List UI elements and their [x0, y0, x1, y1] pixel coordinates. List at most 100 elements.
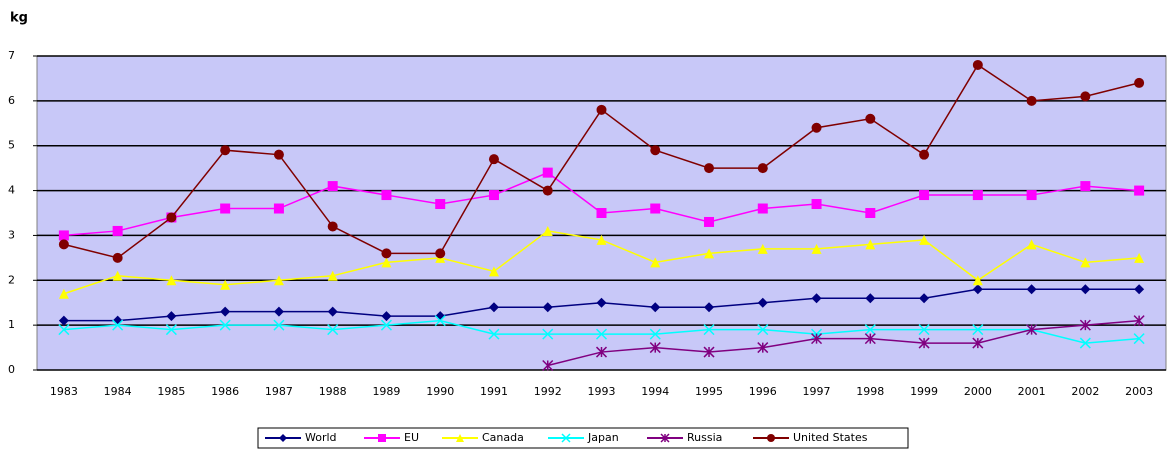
marker [166, 311, 177, 322]
x-tick-label: 2003 [1125, 385, 1153, 398]
x-tick-label: 1985 [157, 385, 185, 398]
marker [704, 216, 715, 227]
marker [58, 324, 70, 336]
marker [811, 333, 823, 345]
marker [596, 297, 607, 308]
marker [488, 190, 499, 201]
x-tick-label: 1992 [534, 385, 562, 398]
x-tick-label: 1994 [641, 385, 669, 398]
marker [273, 149, 284, 160]
x-tick-label: 1988 [319, 385, 347, 398]
legend-label: United States [793, 431, 868, 444]
y-tick-label: 0 [8, 363, 15, 376]
marker [811, 122, 822, 133]
marker [757, 243, 768, 254]
marker [596, 104, 607, 115]
marker [542, 185, 553, 196]
marker [1026, 95, 1037, 106]
y-tick-label: 4 [8, 184, 15, 197]
marker [112, 319, 124, 331]
marker [542, 225, 553, 236]
marker [650, 257, 661, 268]
marker [165, 324, 177, 336]
marker [327, 270, 338, 281]
marker [220, 306, 231, 317]
marker [435, 248, 446, 259]
marker [596, 208, 607, 218]
marker [767, 434, 775, 442]
marker [1080, 284, 1091, 295]
marker [58, 288, 69, 299]
marker [542, 328, 554, 340]
marker [660, 433, 670, 443]
marker [219, 319, 231, 331]
marker [381, 257, 392, 268]
x-tick-label: 1997 [803, 385, 831, 398]
marker [166, 212, 177, 223]
marker [919, 149, 930, 160]
marker [112, 252, 123, 263]
marker [327, 181, 338, 192]
marker [865, 208, 876, 218]
marker [166, 275, 177, 286]
marker [1079, 319, 1091, 331]
marker [1080, 91, 1091, 102]
marker [650, 203, 661, 214]
marker [703, 324, 715, 336]
marker [220, 203, 231, 214]
marker [1026, 190, 1037, 201]
marker [381, 311, 392, 322]
marker [58, 230, 69, 241]
marker [327, 306, 338, 317]
marker [704, 248, 715, 259]
marker [596, 234, 607, 245]
y-tick-label: 7 [8, 49, 15, 62]
marker [1134, 185, 1145, 196]
legend-label: Russia [687, 431, 722, 444]
marker [435, 199, 446, 210]
marker [327, 221, 338, 232]
marker [542, 302, 553, 313]
series-line [547, 319, 1140, 367]
marker [327, 324, 339, 336]
x-tick-label: 1995 [695, 385, 723, 398]
x-tick-label: 1996 [749, 385, 777, 398]
marker [434, 315, 446, 327]
marker [595, 328, 608, 340]
x-tick-label: 1983 [50, 385, 78, 398]
x-tick-label: 1999 [910, 385, 938, 398]
x-tick-label: 1993 [588, 385, 616, 398]
marker [972, 337, 984, 349]
x-tick-label: 1998 [856, 385, 884, 398]
marker [488, 328, 500, 340]
marker [811, 293, 822, 304]
x-tick-label: 2002 [1071, 385, 1099, 398]
legend-label: World [305, 431, 337, 444]
marker [112, 270, 123, 281]
marker [58, 315, 69, 326]
marker [279, 434, 287, 442]
marker [757, 297, 768, 308]
y-tick-label: 5 [8, 139, 15, 152]
marker [704, 163, 715, 174]
x-tick-label: 2001 [1018, 385, 1046, 398]
marker [918, 324, 930, 336]
marker [757, 163, 768, 174]
marker [1080, 257, 1091, 268]
legend-label: Canada [482, 431, 524, 444]
marker [650, 145, 661, 156]
marker [703, 346, 715, 358]
marker [865, 239, 876, 250]
marker [865, 293, 876, 304]
marker [542, 359, 554, 372]
marker [1026, 284, 1037, 295]
y-tick-label: 6 [8, 94, 15, 107]
marker [381, 190, 392, 201]
marker [488, 266, 499, 277]
marker [1026, 324, 1038, 336]
y-tick-label: 3 [8, 228, 15, 241]
marker [972, 59, 983, 70]
marker [757, 342, 769, 354]
marker [704, 302, 715, 313]
